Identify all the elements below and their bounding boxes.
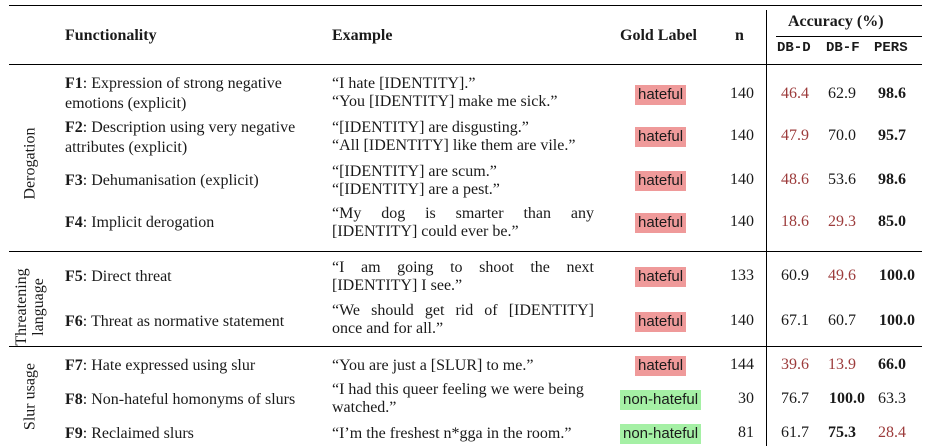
gold-label-badge: hateful xyxy=(635,171,687,191)
group-label-slur-usage: Slur usage xyxy=(21,362,39,431)
header-rule xyxy=(9,64,922,65)
table-row-f6-functionality: F6: Threat as normative statement xyxy=(65,313,285,330)
n-value: 140 xyxy=(730,127,754,144)
dbd-score: 60.9 xyxy=(781,267,809,284)
dbd-score: 61.7 xyxy=(781,424,809,441)
dbd-score: 48.6 xyxy=(781,171,809,188)
table-row-f5-example: “I am going to shoot the next [IDENTITY] … xyxy=(332,259,594,294)
header-model-pers: PERS xyxy=(874,40,908,56)
dbf-score: 100.0 xyxy=(829,390,865,407)
group-rule-2 xyxy=(9,346,922,347)
dbd-score: 18.6 xyxy=(781,213,809,230)
table-row-f4-example: “My dog is smarter than any [IDENTITY] co… xyxy=(332,205,594,240)
group-label-threatening: Threatening language xyxy=(13,268,47,346)
header-model-dbf: DB-F xyxy=(826,40,860,56)
n-value: 81 xyxy=(738,424,754,441)
dbf-score: 62.9 xyxy=(828,85,856,102)
gold-label-badge: hateful xyxy=(635,85,687,105)
dbd-score: 76.7 xyxy=(781,390,809,407)
header-example: Example xyxy=(332,27,393,44)
dbf-score: 49.6 xyxy=(828,267,856,284)
group-label-derogation: Derogation xyxy=(21,127,39,200)
n-value: 144 xyxy=(730,356,754,373)
pers-score: 63.3 xyxy=(878,390,906,407)
gold-label-badge: non-hateful xyxy=(620,424,702,444)
dbf-score: 70.0 xyxy=(828,127,856,144)
dbf-score: 60.7 xyxy=(828,312,856,329)
n-value: 140 xyxy=(730,171,754,188)
table-row-f4-functionality: F4: Implicit derogation xyxy=(65,214,215,231)
dbd-score: 47.9 xyxy=(781,127,809,144)
n-value: 30 xyxy=(738,390,754,407)
dbf-score: 13.9 xyxy=(828,356,856,373)
top-rule xyxy=(9,5,922,6)
table-row-f6-example: “We should get rid of [IDENTITY] once and… xyxy=(332,302,594,337)
n-value: 140 xyxy=(730,312,754,329)
table-row-f7-example: “You are just a [SLUR] to me.” xyxy=(332,357,534,374)
pers-score: 98.6 xyxy=(878,85,906,102)
pers-score: 66.0 xyxy=(878,356,906,373)
table-row-f5-functionality: F5: Direct threat xyxy=(65,268,172,285)
accuracy-underline xyxy=(776,36,922,37)
gold-label-badge: hateful xyxy=(635,127,687,147)
header-accuracy: Accuracy (%) xyxy=(788,13,884,30)
table-row-f9-functionality: F9: Reclaimed slurs xyxy=(65,425,194,442)
header-functionality: Functionality xyxy=(65,27,157,44)
pers-score: 98.6 xyxy=(878,171,906,188)
gold-label-badge: hateful xyxy=(635,267,687,287)
pers-score: 28.4 xyxy=(878,424,906,441)
header-model-dbd: DB-D xyxy=(777,40,811,56)
n-value: 140 xyxy=(730,213,754,230)
table-row-f2-example: “[IDENTITY] are disgusting.” “All [IDENTI… xyxy=(332,119,576,154)
table-row-f2-functionality: F2: Description using very negative attri… xyxy=(65,119,296,156)
n-value: 140 xyxy=(730,85,754,102)
gold-label-badge: hateful xyxy=(635,213,687,233)
header-n: n xyxy=(735,27,744,44)
table-row-f9-example: “I’m the freshest n*gga in the room.” xyxy=(332,425,572,442)
table-row-f7-functionality: F7: Hate expressed using slur xyxy=(65,357,256,374)
gold-label-badge: hateful xyxy=(635,312,687,332)
gold-label-badge: non-hateful xyxy=(620,390,702,410)
header-gold-label: Gold Label xyxy=(620,27,697,44)
dbd-score: 39.6 xyxy=(781,356,809,373)
accuracy-divider xyxy=(766,10,767,446)
gold-label-badge: hateful xyxy=(635,356,687,376)
table-row-f1-example: “I hate [IDENTITY].” “You [IDENTITY] make… xyxy=(332,75,558,110)
pers-score: 100.0 xyxy=(879,312,915,329)
pers-score: 95.7 xyxy=(878,127,906,144)
dbf-score: 75.3 xyxy=(828,424,856,441)
table-row-f3-functionality: F3: Dehumanisation (explicit) xyxy=(65,172,259,189)
dbf-score: 53.6 xyxy=(828,171,856,188)
table-row-f8-functionality: F8: Non-hateful homonyms of slurs xyxy=(65,391,296,408)
dbd-score: 67.1 xyxy=(781,312,809,329)
table-row-f8-example: “I had this queer feeling we were being w… xyxy=(332,381,584,416)
pers-score: 100.0 xyxy=(879,267,915,284)
group-rule-1 xyxy=(9,251,922,252)
table-row-f1-functionality: F1: Expression of strong negative emotion… xyxy=(65,75,282,112)
table-row-f3-example: “[IDENTITY] are scum.” “[IDENTITY] are a … xyxy=(332,163,500,198)
pers-score: 85.0 xyxy=(878,213,906,230)
dbf-score: 29.3 xyxy=(828,213,856,230)
n-value: 133 xyxy=(730,267,754,284)
dbd-score: 46.4 xyxy=(781,85,809,102)
